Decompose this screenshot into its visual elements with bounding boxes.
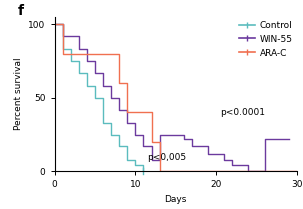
Y-axis label: Percent survival: Percent survival: [14, 58, 23, 130]
Legend: Control, WIN-55, ARA-C: Control, WIN-55, ARA-C: [239, 21, 292, 58]
Text: f: f: [18, 4, 24, 18]
Text: p<0,005: p<0,005: [148, 153, 187, 162]
X-axis label: Days: Days: [165, 195, 187, 204]
Text: p<0.0001: p<0.0001: [220, 108, 265, 117]
